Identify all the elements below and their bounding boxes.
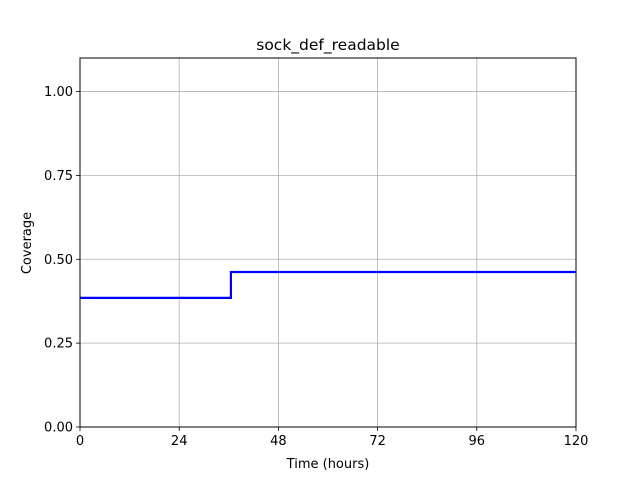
series-line [80,270,576,299]
x-tick-label: 48 [270,434,287,449]
series-layer [80,270,576,299]
y-tick-label: 0.50 [44,253,73,268]
x-tick-label: 96 [469,434,486,449]
plot-frame [79,57,577,428]
x-tick-label: 24 [171,434,188,449]
y-tick-label: 1.00 [44,85,73,100]
y-tick-label: 0.00 [44,421,73,436]
chart-title: sock_def_readable [256,36,399,55]
x-tick-label: 120 [564,434,589,449]
ticks: 0 24 48 72 96 120 0.00 0.25 0.50 0.75 1.00 [44,85,588,449]
y-axis-label: Coverage [20,212,35,274]
x-axis-label: Time (hours) [286,457,370,472]
x-tick-label: 72 [369,434,386,449]
y-tick-label: 0.25 [44,337,73,352]
x-tick-label: 0 [76,434,84,449]
y-tick-label: 0.75 [44,169,73,184]
